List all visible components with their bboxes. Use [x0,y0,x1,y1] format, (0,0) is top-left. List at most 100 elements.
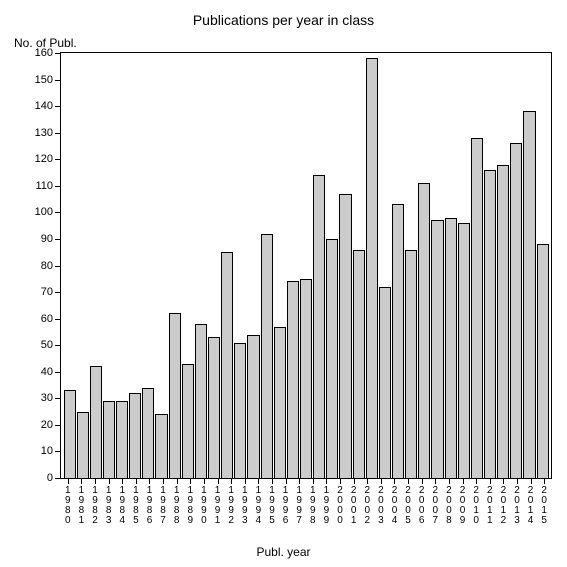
x-tick [149,478,150,484]
x-tick-label: 1995 [267,486,277,526]
plot-area: 0102030405060708090100110120130140150160… [60,52,552,479]
y-tick-label: 50 [23,339,53,351]
x-tick-label: 1989 [185,486,195,526]
bar [182,364,194,478]
x-tick-label: 2011 [485,486,495,526]
bar [208,337,220,478]
bar [366,58,378,478]
x-tick-label: 1993 [240,486,250,526]
x-tick-label: 2005 [403,486,413,526]
x-tick [95,478,96,484]
publications-chart: Publications per year in class No. of Pu… [0,0,567,567]
y-tick-label: 140 [23,100,53,112]
x-tick [354,478,355,484]
x-tick [136,478,137,484]
bar [116,401,128,478]
x-tick [190,478,191,484]
x-tick-label: 1988 [172,486,182,526]
x-tick [544,478,545,484]
x-tick [81,478,82,484]
bar [497,165,509,478]
bar [195,324,207,478]
y-tick [55,478,61,479]
y-tick-label: 110 [23,180,53,192]
x-axis-title: Publ. year [0,545,567,559]
x-tick [476,478,477,484]
x-tick-label: 1982 [90,486,100,526]
x-tick-label: 2001 [349,486,359,526]
bar [90,366,102,478]
x-tick [313,478,314,484]
y-tick-label: 30 [23,392,53,404]
x-tick [286,478,287,484]
x-tick-label: 2014 [526,486,536,526]
x-tick [122,478,123,484]
y-tick-label: 150 [23,74,53,86]
bar [326,239,338,478]
x-tick [177,478,178,484]
bar [339,194,351,478]
x-tick-label: 1986 [144,486,154,526]
x-tick-label: 1983 [104,486,114,526]
bar [64,390,76,478]
x-tick [299,478,300,484]
bar [155,414,167,478]
x-tick-label: 2000 [335,486,345,526]
x-tick [109,478,110,484]
x-tick [367,478,368,484]
x-tick [422,478,423,484]
y-tick-label: 70 [23,286,53,298]
y-tick-label: 20 [23,419,53,431]
bar [431,220,443,478]
y-tick-label: 60 [23,313,53,325]
bar [313,175,325,478]
bars-container [61,53,551,478]
bar [142,388,154,478]
bar [221,252,233,478]
bar [418,183,430,478]
x-tick [163,478,164,484]
chart-title: Publications per year in class [0,12,567,28]
x-tick [340,478,341,484]
bar [169,313,181,478]
x-tick-label: 2003 [376,486,386,526]
x-tick [272,478,273,484]
x-tick [449,478,450,484]
bar [274,327,286,478]
x-tick [204,478,205,484]
bar [510,143,522,478]
x-tick [503,478,504,484]
bar [300,279,312,478]
x-tick [381,478,382,484]
x-tick [408,478,409,484]
x-tick-label: 1998 [308,486,318,526]
y-tick-label: 0 [23,472,53,484]
bar [261,234,273,478]
x-tick [463,478,464,484]
bar [247,335,259,478]
x-tick-label: 1994 [253,486,263,526]
x-tick [517,478,518,484]
x-tick-label: 2007 [430,486,440,526]
bar [234,343,246,478]
bar [392,204,404,478]
bar [523,111,535,478]
x-tick-label: 2006 [417,486,427,526]
x-tick-label: 1981 [76,486,86,526]
y-tick-label: 120 [23,153,53,165]
x-tick [326,478,327,484]
x-tick-label: 2010 [471,486,481,526]
bar [287,281,299,478]
bar [445,218,457,478]
y-tick-label: 40 [23,366,53,378]
x-tick [531,478,532,484]
x-tick [218,478,219,484]
y-tick-label: 10 [23,445,53,457]
x-tick [435,478,436,484]
x-tick-label: 2012 [498,486,508,526]
x-tick [68,478,69,484]
x-tick-label: 2015 [539,486,549,526]
x-tick-label: 1984 [117,486,127,526]
x-tick [245,478,246,484]
bar [379,287,391,478]
